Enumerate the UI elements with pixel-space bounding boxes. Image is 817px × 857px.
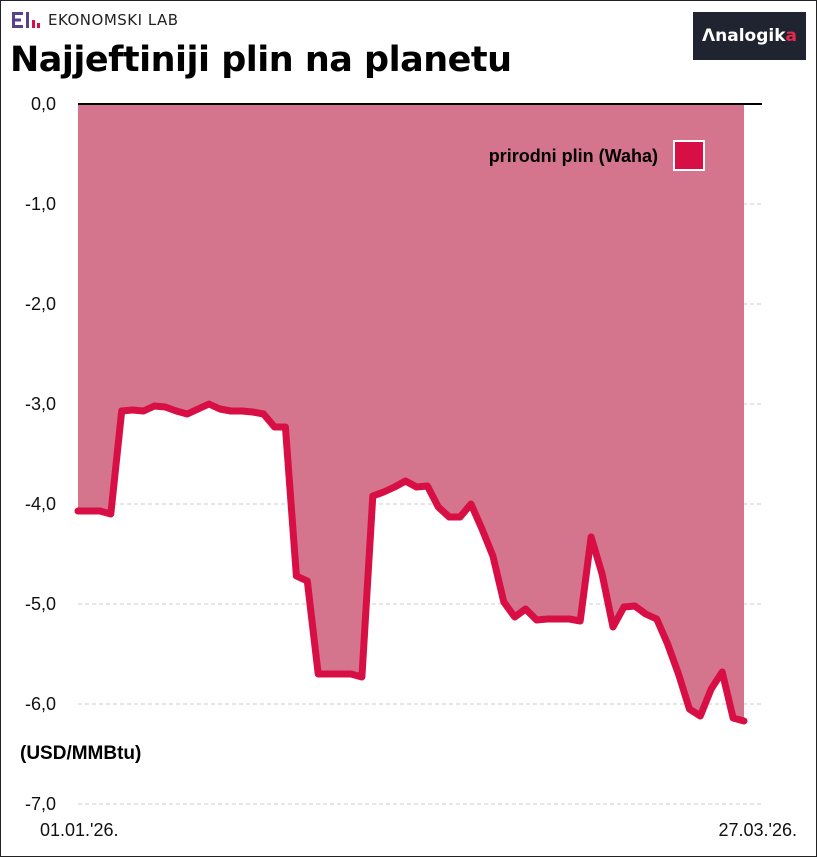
chart-title: Najjeftiniji plin na planetu (10, 40, 512, 80)
y-axis-unit-label: (USD/MMBtu) (20, 743, 141, 764)
series-area (78, 104, 744, 721)
ekonomski-lab-logo-icon (12, 12, 40, 28)
legend-label: prirodni plin (Waha) (489, 146, 658, 166)
y-tick-label: -5,0 (25, 594, 56, 614)
y-tick-label: -6,0 (25, 694, 56, 714)
legend: prirodni plin (Waha) (489, 140, 705, 171)
y-tick-label: 0,0 (31, 94, 56, 114)
legend-swatch (673, 140, 705, 171)
x-tick-label-start: 01.01.'26. (40, 820, 119, 840)
x-tick-label-end: 27.03.'26. (718, 820, 797, 840)
brand: EKONOMSKI LAB (12, 10, 179, 30)
brand-name: EKONOMSKI LAB (48, 11, 179, 29)
y-axis-ticks: 0,0 -1,0 -2,0 -3,0 -4,0 -5,0 -6,0 -7,0 (25, 94, 56, 814)
y-tick-label: -1,0 (25, 194, 56, 214)
analogika-logo-text: Ʌnalogika (701, 26, 798, 46)
y-tick-label: -7,0 (25, 794, 56, 814)
y-tick-label: -3,0 (25, 394, 56, 414)
series-line (74, 400, 748, 725)
y-tick-label: -2,0 (25, 294, 56, 314)
analogika-logo: Ʌnalogika (693, 12, 806, 60)
y-tick-label: -4,0 (25, 494, 56, 514)
